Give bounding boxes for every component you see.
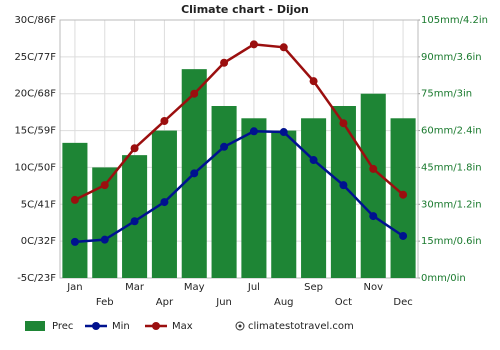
temp-point [100, 181, 109, 190]
y2-tick-label: 45mm/1.8in [421, 162, 482, 173]
legend-label: Prec [52, 321, 73, 332]
temp-point [369, 164, 378, 173]
temp-point [130, 144, 139, 153]
chart-title: Climate chart - Dijon [181, 3, 309, 16]
temp-point [220, 142, 229, 151]
temp-line [74, 43, 404, 201]
temp-point [100, 235, 109, 244]
source: climatestotravel.com [248, 321, 354, 332]
x-tick-label: Mar [125, 282, 145, 293]
y-tick-label: 10C/50F [14, 162, 56, 173]
y2-tick-label: 90mm/3.6in [421, 52, 482, 63]
temp-point [369, 212, 378, 221]
temp-point [249, 127, 258, 136]
x-tick-label: May [184, 282, 205, 293]
x-tick-label: Nov [363, 282, 383, 293]
legend-dot [152, 322, 160, 330]
x-tick-label: Aug [274, 297, 294, 308]
temp-point [309, 77, 318, 86]
x-tick-label: Sep [304, 282, 323, 293]
x-tick-label: Jan [66, 282, 82, 293]
legend-item: Min [85, 321, 130, 332]
x-tick-label: Apr [156, 297, 174, 308]
x-tick-label: Jul [247, 282, 260, 293]
temp-point [70, 237, 79, 246]
legend-item: Prec [25, 321, 73, 332]
temp-point [339, 119, 348, 128]
y-tick-label: 30C/86F [14, 15, 56, 26]
y2-tick-label: 105mm/4.2in [421, 15, 488, 26]
y-tick-label: 0C/32F [21, 236, 56, 247]
y2-tick-label: 75mm/3in [421, 89, 472, 100]
precip-bar [301, 118, 327, 279]
temp-point [220, 58, 229, 67]
legend-swatch [25, 321, 45, 331]
legend-label: Max [172, 321, 193, 332]
temp-point [309, 156, 318, 165]
y2-tick-label: 15mm/0.6in [421, 236, 482, 247]
temp-point [190, 89, 199, 98]
y-tick-label: -5C/23F [17, 273, 56, 284]
precip-bar [211, 106, 237, 278]
y-tick-label: 15C/59F [14, 126, 56, 137]
temp-point [190, 169, 199, 178]
y-tick-label: 5C/41F [21, 199, 56, 210]
temp-point [130, 217, 139, 226]
temp-point [70, 195, 79, 204]
legend-item: Max [145, 321, 193, 332]
legend-label: Min [112, 321, 130, 332]
precip-bar [62, 142, 88, 278]
y2-tick-label: 0mm/0in [421, 273, 466, 284]
precip-bar [360, 93, 386, 278]
temp-point [339, 181, 348, 190]
temp-point [249, 40, 258, 49]
y2-tick-label: 30mm/1.2in [421, 199, 482, 210]
x-tick-label: Dec [393, 297, 412, 308]
temp-point [160, 198, 169, 207]
precip-bar [241, 118, 267, 279]
precip-bar [271, 130, 297, 278]
temp-point [279, 128, 288, 137]
x-tick-label: Oct [335, 297, 352, 308]
temp-point [399, 190, 408, 199]
y2-tick-label: 60mm/2.4in [421, 126, 482, 137]
source-icon [235, 321, 245, 331]
temp-point [399, 231, 408, 240]
temp-line [74, 130, 404, 244]
precip-bar [330, 106, 356, 278]
temp-point [279, 43, 288, 52]
y-tick-label: 25C/77F [14, 52, 56, 63]
x-tick-label: Jun [215, 297, 232, 308]
plot-frame [59, 19, 419, 279]
temp-point [160, 116, 169, 125]
legend-dot [92, 322, 100, 330]
y-tick-label: 20C/68F [14, 89, 56, 100]
x-tick-label: Feb [96, 297, 114, 308]
